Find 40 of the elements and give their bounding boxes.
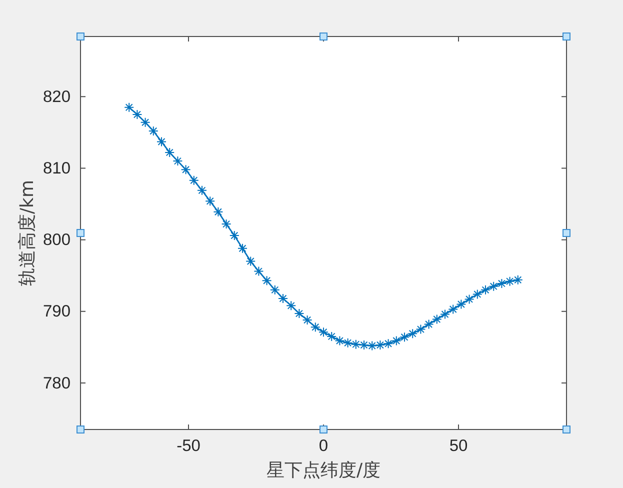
y-tick-label: 780 xyxy=(42,374,70,392)
point xyxy=(326,331,337,342)
y-tick-label: 790 xyxy=(42,302,70,321)
y-tick-label: 800 xyxy=(42,231,70,250)
point xyxy=(350,339,361,350)
y-tick-label: 810 xyxy=(42,159,70,178)
point xyxy=(359,340,369,350)
x-tick-label: 50 xyxy=(449,437,468,456)
point xyxy=(334,336,345,346)
point xyxy=(342,338,353,348)
point xyxy=(140,117,150,128)
x-tick-label: 0 xyxy=(318,437,328,456)
point xyxy=(148,126,158,136)
y-axis-title: 轨道高度/km xyxy=(17,180,38,286)
point xyxy=(156,136,166,147)
point xyxy=(229,230,240,241)
point xyxy=(180,164,191,175)
point xyxy=(294,308,304,319)
point xyxy=(164,147,175,158)
point xyxy=(286,300,296,311)
point xyxy=(124,102,134,112)
x-tick-label: -50 xyxy=(176,437,200,456)
point xyxy=(221,219,232,230)
point xyxy=(238,243,248,254)
point xyxy=(197,185,207,196)
point xyxy=(310,322,320,332)
point xyxy=(270,284,280,295)
point xyxy=(188,175,199,186)
point xyxy=(213,206,224,217)
point xyxy=(172,156,183,166)
point xyxy=(262,276,272,286)
point xyxy=(132,110,142,120)
point xyxy=(278,294,288,304)
point xyxy=(302,314,312,325)
y-tick-label: 820 xyxy=(42,88,70,106)
point xyxy=(318,327,328,338)
point xyxy=(246,256,256,266)
point xyxy=(205,196,216,206)
x-axis-title: 星下点纬度/度 xyxy=(266,460,381,481)
point xyxy=(254,266,264,276)
